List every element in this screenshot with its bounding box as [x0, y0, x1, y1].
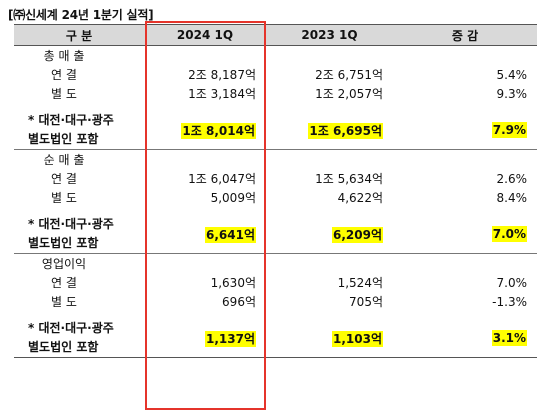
table-row: 연 결 1조 6,047억 1조 5,634억 2.6%	[14, 169, 537, 188]
note-line-2: 별도법인 포함	[28, 132, 99, 146]
highlight-value-2024: 1조 8,014억	[181, 122, 256, 139]
value-change: 9.3%	[496, 86, 528, 101]
header-row: 구 분 2024 1Q 2023 1Q 증 감	[14, 24, 537, 46]
value-2024: 2조 8,187억	[188, 68, 256, 82]
table-row: 연 결 1,630억 1,524억 7.0%	[14, 273, 537, 292]
value-2024: 1조 6,047억	[188, 172, 256, 186]
value-2023: 1,524억	[337, 276, 383, 290]
value-2023: 1조 2,057억	[315, 87, 383, 101]
value-2023: 4,622억	[337, 191, 383, 205]
header-change: 증 감	[393, 24, 537, 46]
table-row: 별 도 1조 3,184억 1조 2,057억 9.3%	[14, 84, 537, 103]
note-label: * 대전·대구·광주 별도법인 포함	[14, 319, 144, 358]
highlight-value-change: 7.9%	[491, 122, 527, 138]
note-row: * 대전·대구·광주 별도법인 포함 1,137억 1,103억 3.1%	[14, 319, 537, 358]
row-label: 연 결	[51, 68, 77, 82]
value-2024: 5,009억	[210, 191, 256, 205]
highlight-value-2024: 6,641억	[205, 226, 256, 243]
value-change: 7.0%	[496, 275, 528, 290]
row-label: 별 도	[51, 87, 77, 101]
highlight-value-2023: 1,103억	[332, 330, 383, 347]
value-2023: 2조 6,751억	[315, 68, 383, 82]
row-label: 연 결	[51, 276, 77, 290]
row-label: 연 결	[51, 172, 77, 186]
row-label: 별 도	[51, 191, 77, 205]
note-line-1: * 대전·대구·광주	[28, 321, 114, 335]
table-title: [㈜신세계 24년 1분기 실적]	[8, 8, 154, 22]
table-row: 별 도 696억 705억 -1.3%	[14, 292, 537, 311]
note-line-1: * 대전·대구·광주	[28, 113, 114, 127]
section-title-row: 영업이익	[14, 253, 537, 273]
highlight-value-change: 7.0%	[491, 226, 527, 242]
note-line-2: 별도법인 포함	[28, 340, 99, 354]
table-row: 연 결 2조 8,187억 2조 6,751억 5.4%	[14, 65, 537, 84]
row-label: 별 도	[51, 295, 77, 309]
table-row: 별 도 5,009억 4,622억 8.4%	[14, 188, 537, 207]
value-2024: 1조 3,184억	[188, 87, 256, 101]
earnings-table: 구 분 2024 1Q 2023 1Q 증 감 총 매 출 연 결 2조 8,1…	[14, 24, 537, 358]
highlight-value-2023: 6,209억	[332, 226, 383, 243]
note-row: * 대전·대구·광주 별도법인 포함 6,641억 6,209억 7.0%	[14, 215, 537, 254]
note-label: * 대전·대구·광주 별도법인 포함	[14, 111, 144, 150]
note-line-2: 별도법인 포함	[28, 236, 99, 250]
section-title-row: 총 매 출	[14, 45, 537, 65]
value-change: 5.4%	[496, 67, 528, 82]
section-title: 순 매 출	[14, 149, 144, 169]
value-2023: 1조 5,634억	[315, 172, 383, 186]
highlight-value-2023: 1조 6,695억	[308, 122, 383, 139]
section-title-row: 순 매 출	[14, 149, 537, 169]
header-category: 구 분	[14, 24, 144, 46]
section-title: 영업이익	[14, 253, 144, 273]
highlight-value-2024: 1,137억	[205, 330, 256, 347]
section-title: 총 매 출	[14, 45, 144, 65]
header-2023-1q: 2023 1Q	[266, 24, 393, 46]
note-label: * 대전·대구·광주 별도법인 포함	[14, 215, 144, 254]
value-2024: 1,630억	[210, 276, 256, 290]
value-change: -1.3%	[492, 294, 527, 309]
value-2024: 696억	[222, 295, 256, 309]
note-line-1: * 대전·대구·광주	[28, 217, 114, 231]
value-change: 2.6%	[496, 171, 528, 186]
highlight-value-change: 3.1%	[491, 330, 527, 346]
value-change: 8.4%	[496, 190, 528, 205]
note-row: * 대전·대구·광주 별도법인 포함 1조 8,014억 1조 6,695억 7…	[14, 111, 537, 150]
value-2023: 705억	[349, 295, 383, 309]
header-2024-1q: 2024 1Q	[144, 24, 266, 46]
